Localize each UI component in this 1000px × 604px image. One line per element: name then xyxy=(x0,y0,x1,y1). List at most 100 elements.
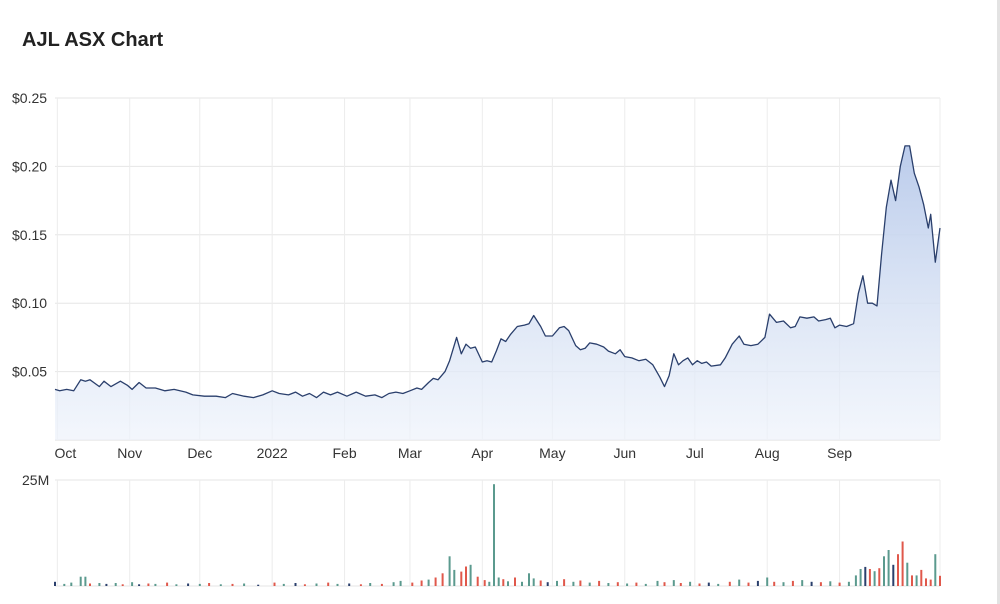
x-tick-label: Mar xyxy=(398,445,422,461)
volume-bar xyxy=(448,556,451,586)
volume-bar xyxy=(282,583,285,586)
volume-bar xyxy=(689,581,692,586)
volume-bar xyxy=(154,583,157,586)
volume-bar xyxy=(854,575,857,586)
volume-bar xyxy=(929,579,932,586)
volume-bar xyxy=(465,566,467,586)
volume-bar xyxy=(791,580,794,586)
volume-bar xyxy=(476,576,479,586)
volume-bar xyxy=(883,556,885,586)
volume-bar xyxy=(175,584,178,586)
volume-bar xyxy=(925,578,927,586)
volume-bar xyxy=(469,564,472,586)
volume-bar xyxy=(873,571,876,586)
volume-bar xyxy=(656,580,659,586)
volume-bar xyxy=(738,579,741,586)
volume-bar xyxy=(707,582,710,586)
x-tick-label: Jul xyxy=(686,445,704,461)
volume-bar xyxy=(294,583,297,586)
volume-bar xyxy=(488,581,491,586)
volume-bar xyxy=(607,583,610,586)
volume-bar xyxy=(934,554,937,586)
x-tick-label: Oct xyxy=(54,445,76,461)
volume-bar xyxy=(114,583,117,586)
volume-bar xyxy=(84,576,87,586)
volume-bar xyxy=(493,484,495,586)
volume-bar xyxy=(717,583,720,586)
volume-bar xyxy=(460,571,463,586)
volume-bars: 25M xyxy=(22,472,941,586)
price-area-layer xyxy=(54,145,941,440)
x-tick-label: May xyxy=(539,445,565,461)
volume-bar xyxy=(502,579,505,586)
volume-bar xyxy=(698,583,701,586)
volume-bar xyxy=(539,580,542,586)
volume-bar xyxy=(70,582,73,586)
y-tick-label: $0.15 xyxy=(12,227,47,243)
volume-bar xyxy=(588,582,591,586)
volume-bar xyxy=(920,569,923,586)
volume-bar xyxy=(138,584,141,586)
volume-bar xyxy=(532,578,535,586)
volume-bar xyxy=(556,580,558,586)
volume-bar xyxy=(528,573,530,586)
volume-bar xyxy=(887,550,890,586)
x-tick-label: Dec xyxy=(187,445,212,461)
volume-bar xyxy=(105,583,108,586)
volume-bar xyxy=(231,583,234,586)
volume-bar xyxy=(147,583,150,586)
page-title: AJL ASX Chart xyxy=(22,29,164,51)
volume-bar xyxy=(859,569,862,586)
volume-bar xyxy=(369,583,372,586)
volume-bar xyxy=(878,568,881,586)
x-tick-label: Apr xyxy=(471,445,493,461)
volume-bar xyxy=(773,581,776,586)
volume-bar xyxy=(679,583,682,586)
volume-bar xyxy=(427,579,430,586)
volume-bar xyxy=(79,576,82,586)
volume-bar xyxy=(906,562,909,586)
volume-bar xyxy=(507,581,509,586)
volume-bar xyxy=(829,581,832,586)
volume-bar xyxy=(392,582,395,586)
volume-bar xyxy=(63,583,66,586)
volume-bar xyxy=(187,583,190,586)
volume-bar xyxy=(121,584,124,586)
y-tick-label: $0.05 xyxy=(12,364,47,380)
volume-bar xyxy=(420,580,423,586)
volume-bar xyxy=(98,583,101,586)
volume-bar xyxy=(89,583,91,586)
volume-bar xyxy=(663,582,666,586)
volume-bar xyxy=(672,580,675,586)
volume-bar xyxy=(838,582,841,586)
volume-bar xyxy=(616,582,619,586)
volume-bar xyxy=(801,580,804,586)
x-tick-label: Jun xyxy=(613,445,636,461)
volume-bar xyxy=(915,575,918,586)
volume-bar xyxy=(243,583,246,586)
y-tick-label: $0.25 xyxy=(12,90,47,106)
price-area-fill xyxy=(55,145,940,440)
scrollbar-track[interactable] xyxy=(997,0,1000,604)
volume-bar xyxy=(273,582,276,586)
volume-bar xyxy=(626,583,629,586)
volume-bar xyxy=(766,577,769,586)
volume-bar xyxy=(819,582,822,586)
volume-bar xyxy=(644,583,647,586)
volume-bar xyxy=(348,583,351,586)
volume-bar xyxy=(747,582,750,586)
volume-bar xyxy=(441,573,444,586)
x-tick-label: Nov xyxy=(117,445,142,461)
volume-bar xyxy=(939,575,941,586)
volume-bar xyxy=(756,580,759,586)
volume-bar xyxy=(483,580,486,586)
y-axis-ticks: $0.25 $0.20 $0.15 $0.10 $0.05 xyxy=(12,90,47,380)
volume-bar xyxy=(208,583,211,586)
volume-bar xyxy=(54,581,56,586)
x-tick-label: Sep xyxy=(827,445,852,461)
x-axis-ticks: Oct Nov Dec 2022 Feb Mar Apr May Jun Jul Aug Sep xyxy=(54,445,852,461)
volume-bar xyxy=(901,541,904,586)
x-tick-label: Feb xyxy=(332,445,356,461)
volume-bar xyxy=(219,584,222,586)
